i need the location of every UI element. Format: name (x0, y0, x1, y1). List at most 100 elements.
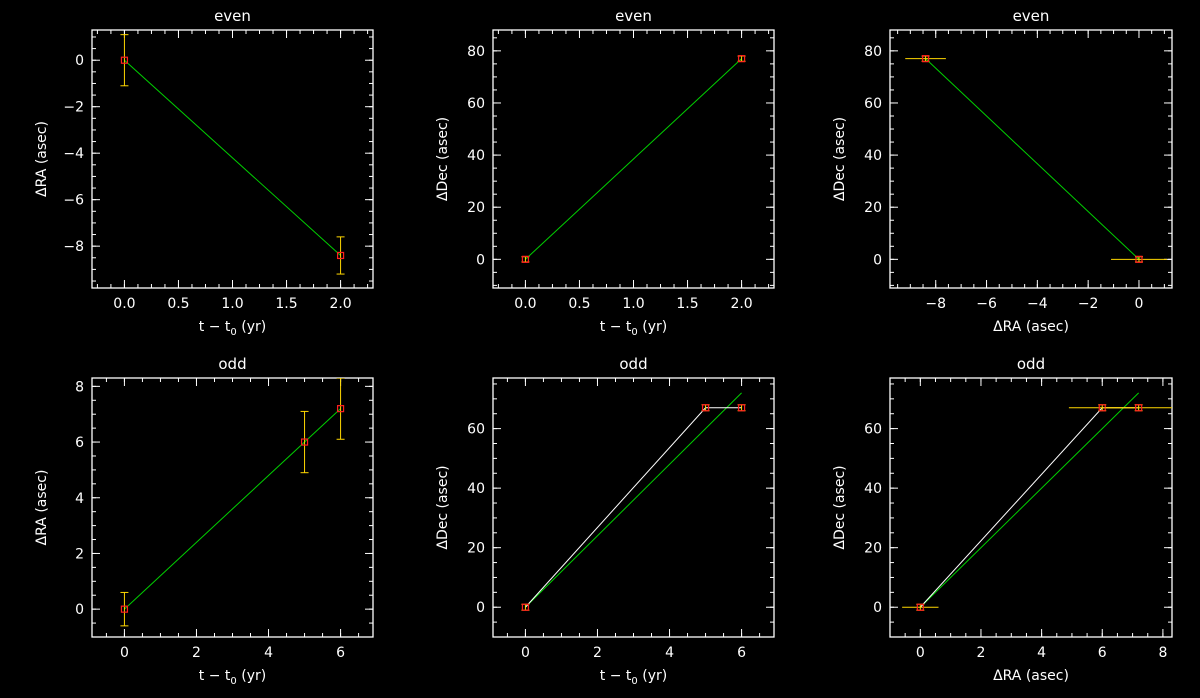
x-axis-label: ΔRA (asec) (993, 668, 1069, 684)
y-tick-label: 60 (864, 96, 882, 112)
x-axis-label-text: t − t (600, 319, 632, 335)
y-tick-label: 4 (75, 491, 84, 507)
model-fit-line (525, 58, 742, 260)
panel-title: odd (619, 355, 647, 373)
y-tick-label: 80 (467, 44, 485, 60)
y-tick-label: 60 (467, 422, 485, 438)
x-tick-label: 1.5 (275, 296, 297, 312)
y-tick-label: 40 (864, 481, 882, 497)
x-axis-label: t − t0 (yr) (600, 668, 667, 687)
panel-title: odd (1017, 355, 1045, 373)
x-tick-label: −6 (976, 296, 997, 312)
data-point (921, 55, 930, 63)
y-tick-label: 0 (873, 600, 882, 616)
data-point (701, 404, 710, 412)
data-point (336, 251, 345, 260)
panel-title: even (615, 7, 652, 25)
plot-frame (91, 377, 374, 638)
y-tick-label: −8 (63, 239, 84, 255)
x-axis-label: t − t0 (yr) (600, 319, 667, 338)
x-tick-label: 0.0 (113, 296, 135, 312)
x-axis-label-subscript: 0 (230, 327, 236, 338)
data-point (300, 438, 309, 446)
x-axis-label-unit: (yr) (638, 668, 667, 684)
x-tick-label: 0.0 (514, 296, 536, 312)
plot-area (120, 378, 345, 627)
x-axis-label-subscript: 0 (230, 676, 236, 687)
y-tick-label: 20 (864, 541, 882, 557)
y-axis-label: ΔDec (asec) (832, 465, 848, 549)
x-tick-label: 2 (977, 645, 986, 661)
plot-area (521, 55, 746, 263)
x-axis-label: t − t0 (yr) (199, 319, 266, 338)
x-axis-label-text: t − t (199, 319, 231, 335)
x-axis-label-text: t − t (600, 668, 632, 684)
panel-title: odd (218, 355, 246, 373)
plot-area (902, 392, 1172, 611)
data-point (1135, 255, 1143, 263)
x-tick-label: 4 (264, 645, 273, 661)
y-tick-label: 20 (864, 200, 882, 216)
data-point (737, 404, 746, 412)
x-tick-label: 0 (521, 645, 530, 661)
x-tick-label: 4 (1037, 645, 1046, 661)
x-tick-label: 1.0 (622, 296, 644, 312)
x-axis-label-subscript: 0 (631, 676, 637, 687)
x-tick-label: 6 (737, 645, 746, 661)
x-axis-label-subscript: 0 (631, 327, 637, 338)
x-tick-label: 2 (593, 645, 602, 661)
model-fit-line (124, 408, 341, 610)
data-point (916, 603, 924, 611)
data-point (737, 55, 746, 63)
x-axis-label-text: ΔRA (asec) (993, 668, 1069, 684)
data-point (120, 56, 129, 64)
x-tick-label: 0.5 (167, 296, 189, 312)
x-tick-label: 2 (192, 645, 201, 661)
y-tick-label: 40 (864, 148, 882, 164)
y-tick-label: 0 (75, 602, 84, 618)
data-connect-line (525, 407, 742, 608)
x-axis-label-unit: (yr) (638, 319, 667, 335)
x-tick-label: 2.0 (329, 296, 351, 312)
y-tick-label: 0 (873, 252, 882, 268)
x-tick-label: −8 (925, 296, 946, 312)
data-connect-line (919, 407, 1139, 608)
y-tick-label: 60 (864, 422, 882, 438)
x-axis-label-text: t − t (199, 668, 231, 684)
y-tick-label: −2 (63, 100, 84, 116)
panel-title: even (1013, 7, 1050, 25)
y-tick-label: 6 (75, 435, 84, 451)
y-tick-label: 40 (467, 481, 485, 497)
x-axis-label: t − t0 (yr) (199, 668, 266, 687)
x-axis-label-text: ΔRA (asec) (993, 319, 1069, 335)
x-tick-label: 1.0 (221, 296, 243, 312)
y-axis-label: ΔRA (asec) (34, 121, 50, 197)
x-tick-label: −2 (1078, 296, 1099, 312)
x-tick-label: 8 (1158, 645, 1167, 661)
x-tick-label: 0.5 (568, 296, 590, 312)
data-point (1135, 404, 1143, 412)
plot-frame (889, 29, 1173, 289)
x-tick-label: 2.0 (730, 296, 752, 312)
y-tick-label: 0 (476, 252, 485, 268)
model-fit-line (124, 59, 341, 256)
y-axis-label: ΔRA (asec) (34, 470, 50, 546)
panel-3: −8 −6 −4 −2 0 0 20 40 60 80 even ΔRA (asec) ΔDec (as… (832, 7, 1173, 335)
x-tick-label: 6 (336, 645, 345, 661)
x-tick-label: 0 (916, 645, 925, 661)
y-tick-label: 8 (75, 379, 84, 395)
data-point (521, 603, 530, 611)
data-point (336, 405, 345, 413)
panel-6: 0 2 4 6 8 0 20 40 60 odd ΔRA (asec) ΔDec (asec) (832, 355, 1173, 684)
y-tick-label: 0 (476, 600, 485, 616)
x-tick-label: 0 (120, 645, 129, 661)
y-tick-label: −6 (63, 193, 84, 209)
y-tick-label: 20 (467, 541, 485, 557)
model-fit-line (919, 392, 1139, 608)
x-tick-label: 0 (1135, 296, 1144, 312)
